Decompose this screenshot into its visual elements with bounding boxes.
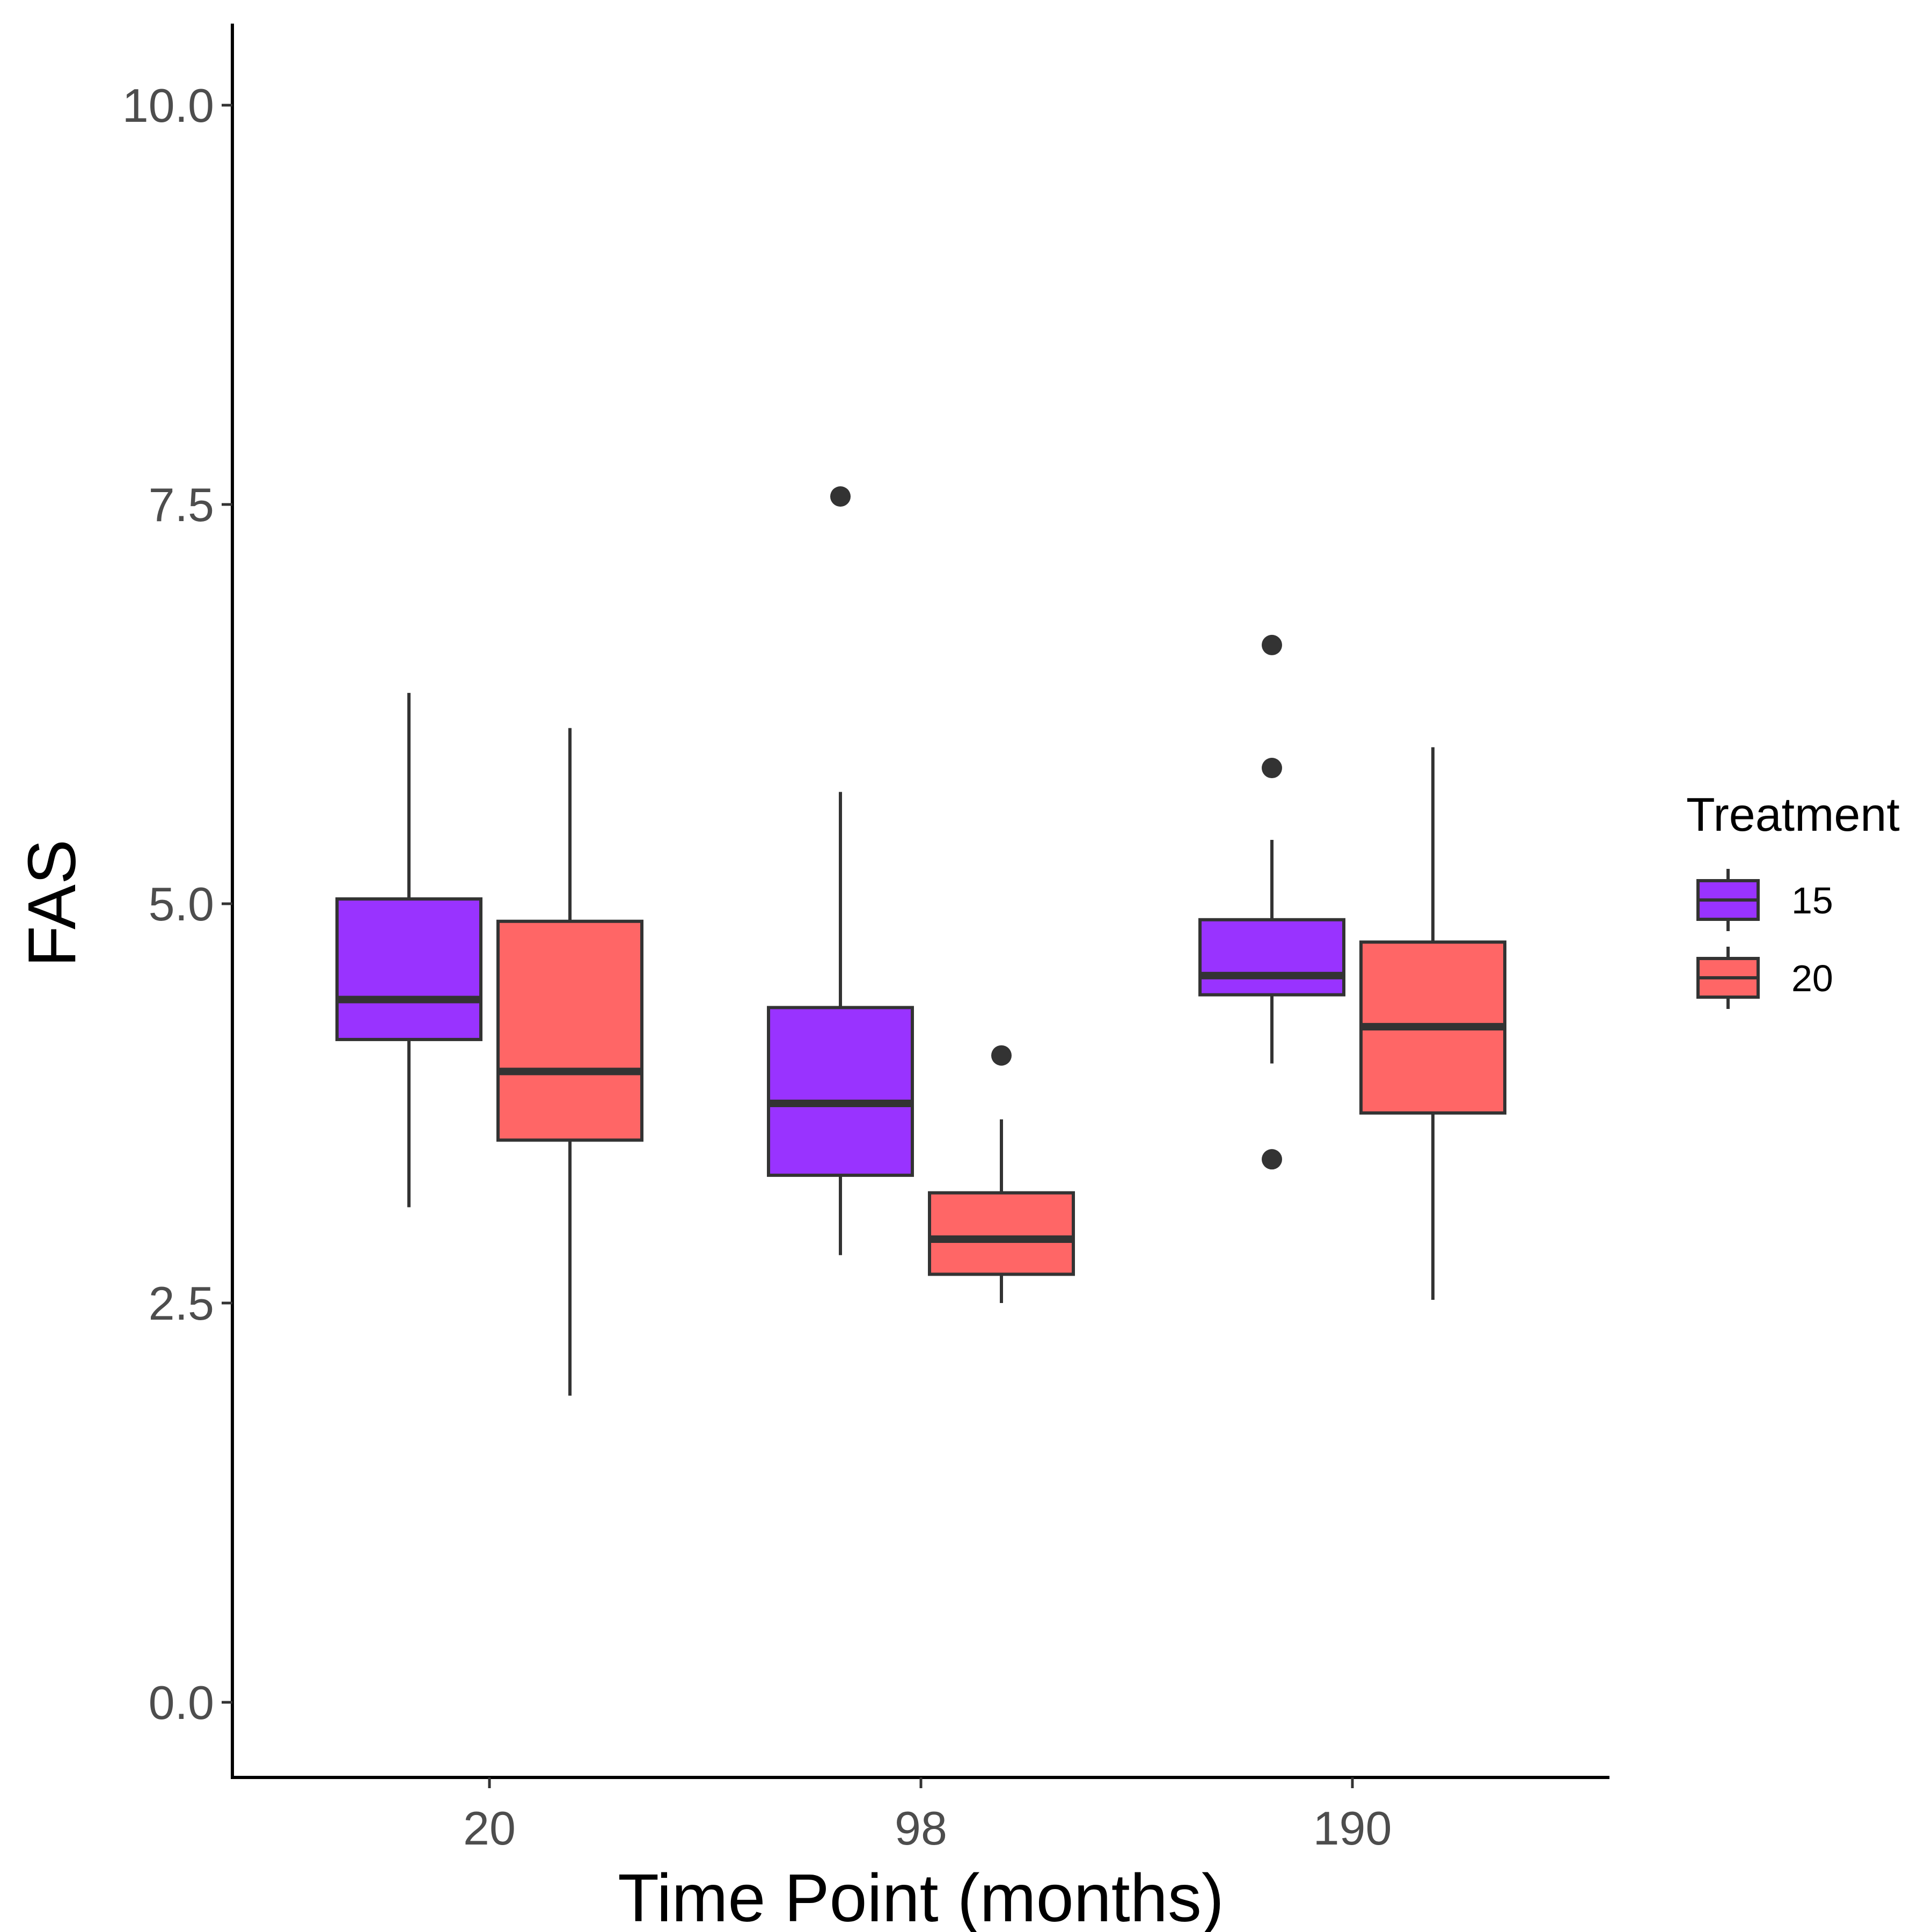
box-iqr xyxy=(335,897,482,1041)
box-iqr xyxy=(767,1006,914,1177)
legend-item-20: 20 xyxy=(1696,947,1833,1009)
outlier-point xyxy=(991,1045,1012,1066)
x-tick-label: 190 xyxy=(1313,1802,1392,1855)
y-tick-label: 0.0 xyxy=(149,1676,214,1729)
x-axis-title: Time Point (months) xyxy=(618,1860,1224,1932)
box-series-20-cat-98 xyxy=(928,1045,1075,1303)
box-series-15-cat-20 xyxy=(335,693,482,1208)
y-tick-label: 7.5 xyxy=(149,478,214,531)
x-ticks: 20 98 190 xyxy=(463,1777,1392,1855)
outlier-point xyxy=(1262,634,1282,655)
legend-label: 15 xyxy=(1791,880,1833,921)
y-tick-label: 5.0 xyxy=(149,877,214,931)
outlier-point xyxy=(830,486,851,507)
box-series-15-cat-190 xyxy=(1198,634,1345,1170)
box-iqr xyxy=(1198,918,1345,997)
box-iqr xyxy=(928,1191,1075,1276)
outlier-point xyxy=(1262,1149,1282,1170)
y-tick-label: 2.5 xyxy=(149,1277,214,1330)
x-tick-label: 98 xyxy=(895,1802,947,1855)
box-plots xyxy=(335,486,1506,1396)
legend-title: Treatment xyxy=(1686,788,1900,841)
box-series-15-cat-98 xyxy=(767,486,914,1255)
outlier-point xyxy=(1262,758,1282,779)
y-axis-title: FAS xyxy=(14,839,90,967)
legend-item-15: 15 xyxy=(1696,869,1833,931)
x-tick-label: 20 xyxy=(463,1802,516,1855)
box-series-20-cat-20 xyxy=(496,728,643,1396)
y-tick-label: 10.0 xyxy=(122,79,214,132)
legend-label: 20 xyxy=(1791,957,1833,999)
box-series-20-cat-190 xyxy=(1359,747,1506,1300)
y-ticks: 0.0 2.5 5.0 7.5 10.0 xyxy=(122,79,232,1729)
box-iqr xyxy=(496,919,643,1142)
